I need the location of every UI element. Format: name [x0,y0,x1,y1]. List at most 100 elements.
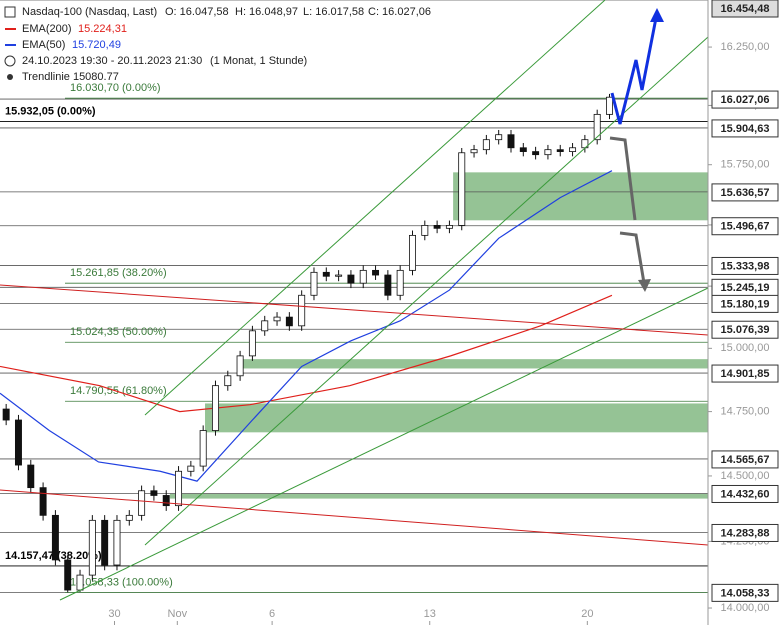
indicator-line [0,294,613,413]
candle-body [310,271,318,296]
period-note: (1 Monat, 1 Stunde) [210,55,307,67]
candle-body [421,225,429,236]
candle-body [482,139,490,151]
candle-body [372,269,380,276]
candle-body [39,487,47,516]
y-tick-label: 16.250,00 [721,41,770,53]
level-label: 15.636,57 [721,187,770,199]
level-box [711,90,779,109]
candle-body [433,225,441,229]
legend-label: EMA(200) [22,23,72,35]
y-tick-label: 15.000,00 [721,342,770,354]
level-label: 15.496,67 [721,221,770,233]
zone [169,493,709,499]
x-tick-label: 13 [424,608,436,620]
level-box [711,320,779,339]
x-tick-label: 6 [269,608,275,620]
arrowhead [638,279,651,292]
candle-body [569,147,577,152]
plot: 16.030,70 (0.00%) 15.932,05 (0.00%) 15.261… [0,0,709,593]
level-label: 14.058,33 [721,587,770,599]
candle-body [519,147,527,152]
candle-body [495,134,503,141]
trend-line [0,489,709,546]
candle-body [162,495,170,507]
indicator-line [0,170,613,482]
level-box [711,583,779,602]
candle-body [273,316,281,322]
candle-body [211,385,219,431]
candle-body [224,375,232,387]
candle-body [396,269,404,296]
level-label: 16.454,48 [721,3,770,15]
level-label: 14.565,67 [721,454,770,466]
level-box [711,450,779,469]
fib-label: 16.030,70 (0.00%) [70,82,161,94]
header: Nasdaq-100 (Nasdaq, Last) O: 16.047,58 H… [4,6,431,83]
candle-body [64,559,72,591]
candle-body [2,408,10,421]
fib-label: 14.058,33 (100.00%) [70,576,173,588]
level-label: 16.027,06 [721,94,770,106]
trendline-note: Trendlinie 15080.77 [22,71,119,83]
level-label: 14.901,85 [721,368,770,380]
level-box [711,119,779,138]
trend-line [144,0,606,416]
candle-body [261,320,269,332]
title: Nasdaq-100 (Nasdaq, Last) [22,6,157,18]
level-label: 15.904,63 [721,123,770,135]
fib-label: 15.261,85 (38.20%) [70,267,167,279]
y-tick-label: 14.000,00 [721,602,770,614]
level-box [711,364,779,383]
arrow [619,231,646,284]
candle-body [532,151,540,156]
candle-body [445,225,453,229]
candle-body [199,430,207,467]
candle-body [507,134,515,149]
ohlc: L: 16.017,58 [303,6,364,18]
level-box [711,217,779,236]
ohlc: H: 16.048,97 [235,6,298,18]
level-label: 15.245,19 [721,282,770,294]
candle-body [556,149,564,152]
candle-body [593,113,601,141]
level-box [711,183,779,202]
x-tick-label: 30 [108,608,120,620]
icon [4,55,16,67]
axis: 14.000,0014.250,0014.500,0014.750,0015.0… [108,0,780,625]
candle-body [14,419,22,466]
candle-body [76,574,84,591]
candle-body [236,355,244,377]
candle-body [298,294,306,327]
candle-body [285,316,293,327]
candle-body [125,514,133,521]
drawings [0,0,709,601]
ohlc: O: 16.047,58 [165,6,229,18]
candle-body [101,519,109,566]
candle-body [322,271,330,277]
icon [7,74,13,80]
candle-body [458,152,466,226]
arrowhead [650,8,664,22]
zone [205,403,708,433]
y-tick-label: 14.750,00 [721,406,770,418]
icon [4,6,16,18]
legend-value: 15.224,31 [78,23,127,35]
trend-line [144,36,709,546]
level-label: 14.432,60 [721,488,770,500]
trend-line [0,284,709,336]
legend-value: 15.720,49 [72,39,121,51]
candle-body [88,519,96,576]
level-label: 14.283,88 [721,527,770,539]
level-label: 15.180,19 [721,298,770,310]
candle-body [51,514,59,561]
ohlc: C: 16.027,06 [368,6,431,18]
zone [453,172,708,221]
y-tick-label: 15.750,00 [721,159,770,171]
zone [237,359,709,369]
level-box [711,484,779,503]
x-tick-label: Nov [168,608,188,620]
level-label: 15.333,98 [721,260,770,272]
level-label: 15.076,39 [721,324,770,336]
